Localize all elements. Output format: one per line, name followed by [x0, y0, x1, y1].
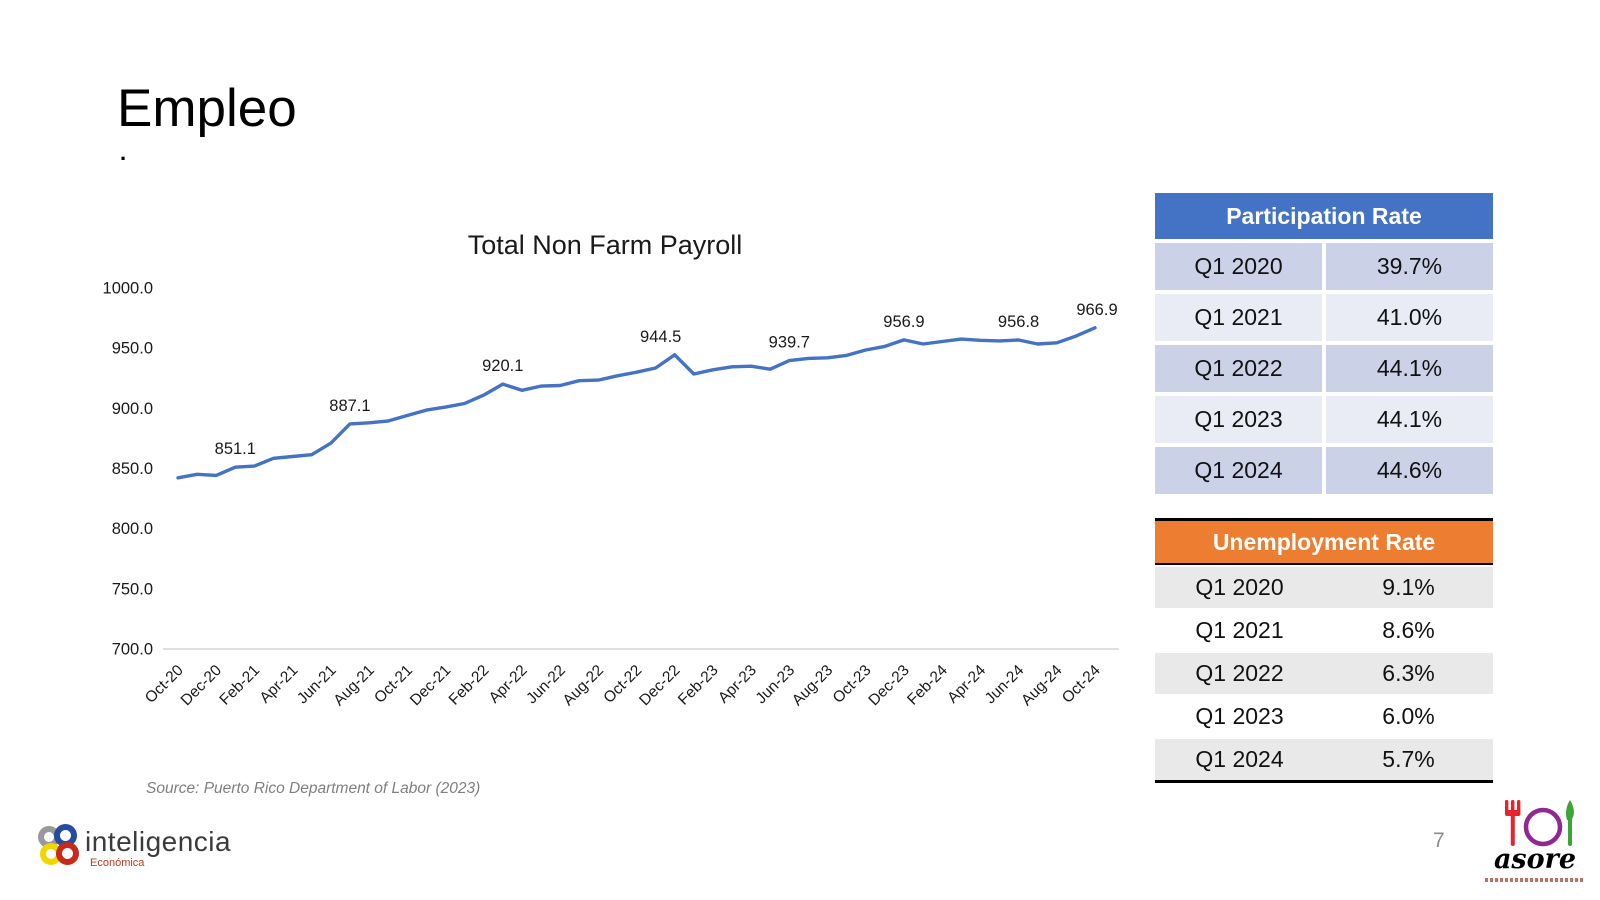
value-cell: 41.0% — [1326, 294, 1493, 341]
table-row: Q1 2024 44.6% — [1155, 447, 1493, 494]
participation-table-header: Participation Rate — [1155, 193, 1493, 239]
payroll-series-line — [176, 326, 1097, 480]
value-cell: 6.3% — [1324, 653, 1493, 694]
table-row: Q1 2024 5.7% — [1155, 739, 1493, 780]
value-cell: 6.0% — [1324, 696, 1493, 737]
page-number: 7 — [1433, 829, 1445, 852]
asore-tagline — [1485, 878, 1585, 882]
period-cell: Q1 2020 — [1155, 567, 1324, 608]
period-cell: Q1 2023 — [1155, 696, 1324, 737]
unemployment-rate-table: Unemployment Rate Q1 2020 9.1% Q1 2021 8.6%… — [1155, 518, 1493, 783]
value-cell: 9.1% — [1324, 567, 1493, 608]
value-cell: 5.7% — [1324, 739, 1493, 780]
table-row: Q1 2023 44.1% — [1155, 396, 1493, 443]
data-point-label: 887.1 — [329, 397, 370, 415]
period-cell: Q1 2022 — [1155, 345, 1322, 392]
y-axis-tick-label: 750.0 — [112, 580, 153, 598]
data-point-label: 851.1 — [215, 440, 256, 458]
x-axis-tick-label: Feb-23 — [675, 662, 722, 709]
table-row: Q1 2023 6.0% — [1155, 696, 1493, 737]
payroll-line-chart: Total Non Farm Payroll 1000.0 950.0 900.0 85… — [85, 220, 1130, 750]
table-row: Q1 2022 6.3% — [1155, 653, 1493, 694]
inteligencia-brand-text: inteligencia — [85, 826, 232, 857]
x-axis-tick-label: Apr-23 — [715, 662, 760, 707]
period-cell: Q1 2022 — [1155, 653, 1324, 694]
y-axis-tick-label: 800.0 — [112, 520, 153, 538]
x-axis-tick-label: Feb-21 — [216, 662, 263, 709]
title-dot: . — [120, 140, 127, 165]
x-axis-tick-label: Aug-21 — [331, 662, 378, 709]
table-row: Q1 2021 41.0% — [1155, 294, 1493, 341]
fork-icon — [1505, 800, 1521, 846]
period-cell: Q1 2024 — [1155, 739, 1324, 780]
plate-icon — [1523, 807, 1563, 847]
x-axis-tick-label: Apr-22 — [486, 662, 531, 707]
participation-table-body: Q1 2020 39.7% Q1 2021 41.0% Q1 2022 44.1% Q1 2… — [1155, 243, 1493, 494]
x-axis-tick-label: Aug-22 — [560, 662, 607, 709]
source-note: Source: Puerto Rico Department of Labor … — [146, 780, 481, 797]
x-axis-tick-label: Dec-20 — [178, 662, 226, 710]
period-cell: Q1 2020 — [1155, 243, 1322, 290]
value-cell: 44.6% — [1326, 447, 1493, 494]
value-cell: 44.1% — [1326, 396, 1493, 443]
data-point-label: 939.7 — [769, 334, 810, 352]
data-point-label: 944.5 — [640, 328, 681, 346]
chart-canvas: Total Non Farm Payroll 1000.0 950.0 900.0 85… — [103, 230, 1119, 710]
data-point-label: 956.9 — [883, 313, 924, 331]
x-axis-tick-label: Oct-24 — [1059, 662, 1104, 707]
unemployment-table-header: Unemployment Rate — [1155, 521, 1493, 565]
data-point-label: 920.1 — [482, 357, 523, 375]
unemployment-table-body: Q1 2020 9.1% Q1 2021 8.6% Q1 2022 6.3% Q1 2023… — [1155, 567, 1493, 780]
asore-brand-text: asore — [1493, 844, 1577, 875]
table-row: Q1 2020 39.7% — [1155, 243, 1493, 290]
participation-rate-table: Participation Rate Q1 2020 39.7% Q1 2021 41… — [1155, 193, 1493, 494]
x-axis-tick-label: Apr-24 — [944, 662, 989, 707]
logo-ring-red-icon — [56, 842, 79, 865]
x-axis-tick-label: Aug-23 — [789, 662, 836, 709]
asore-logo: asore — [1477, 798, 1593, 882]
inteligencia-logo: inteligencia Económica — [38, 822, 238, 872]
y-axis-tick-label: 900.0 — [112, 400, 153, 418]
y-axis-tick-label: 700.0 — [112, 640, 153, 658]
period-cell: Q1 2024 — [1155, 447, 1322, 494]
x-axis-tick-label: Dec-22 — [636, 662, 683, 709]
x-axis-tick-label: Dec-23 — [865, 662, 912, 709]
value-cell: 44.1% — [1326, 345, 1493, 392]
value-cell: 8.6% — [1324, 610, 1493, 651]
table-row: Q1 2022 44.1% — [1155, 345, 1493, 392]
page-title: Empleo — [117, 79, 297, 138]
value-cell: 39.7% — [1326, 243, 1493, 290]
table-row: Q1 2020 9.1% — [1155, 567, 1493, 608]
x-axis-tick-label: Dec-21 — [407, 662, 454, 709]
y-axis-tick-label: 1000.0 — [103, 280, 153, 298]
table-row: Q1 2021 8.6% — [1155, 610, 1493, 651]
x-axis-tick-label: Feb-24 — [904, 662, 951, 709]
asore-logo-icon — [1505, 800, 1574, 847]
period-cell: Q1 2023 — [1155, 396, 1322, 443]
data-point-label: 966.9 — [1076, 301, 1117, 319]
x-axis-tick-label: Feb-22 — [446, 662, 493, 709]
x-axis-tick-label: Apr-21 — [257, 662, 302, 707]
data-point-label: 956.8 — [998, 313, 1039, 331]
period-cell: Q1 2021 — [1155, 294, 1322, 341]
knife-icon — [1566, 800, 1574, 846]
y-axis-tick-label: 850.0 — [112, 460, 153, 478]
y-axis-tick-label: 950.0 — [112, 340, 153, 358]
period-cell: Q1 2021 — [1155, 610, 1324, 651]
inteligencia-subbrand-text: Económica — [90, 857, 145, 869]
chart-title: Total Non Farm Payroll — [468, 230, 743, 260]
x-axis-tick-label: Aug-24 — [1018, 662, 1066, 710]
